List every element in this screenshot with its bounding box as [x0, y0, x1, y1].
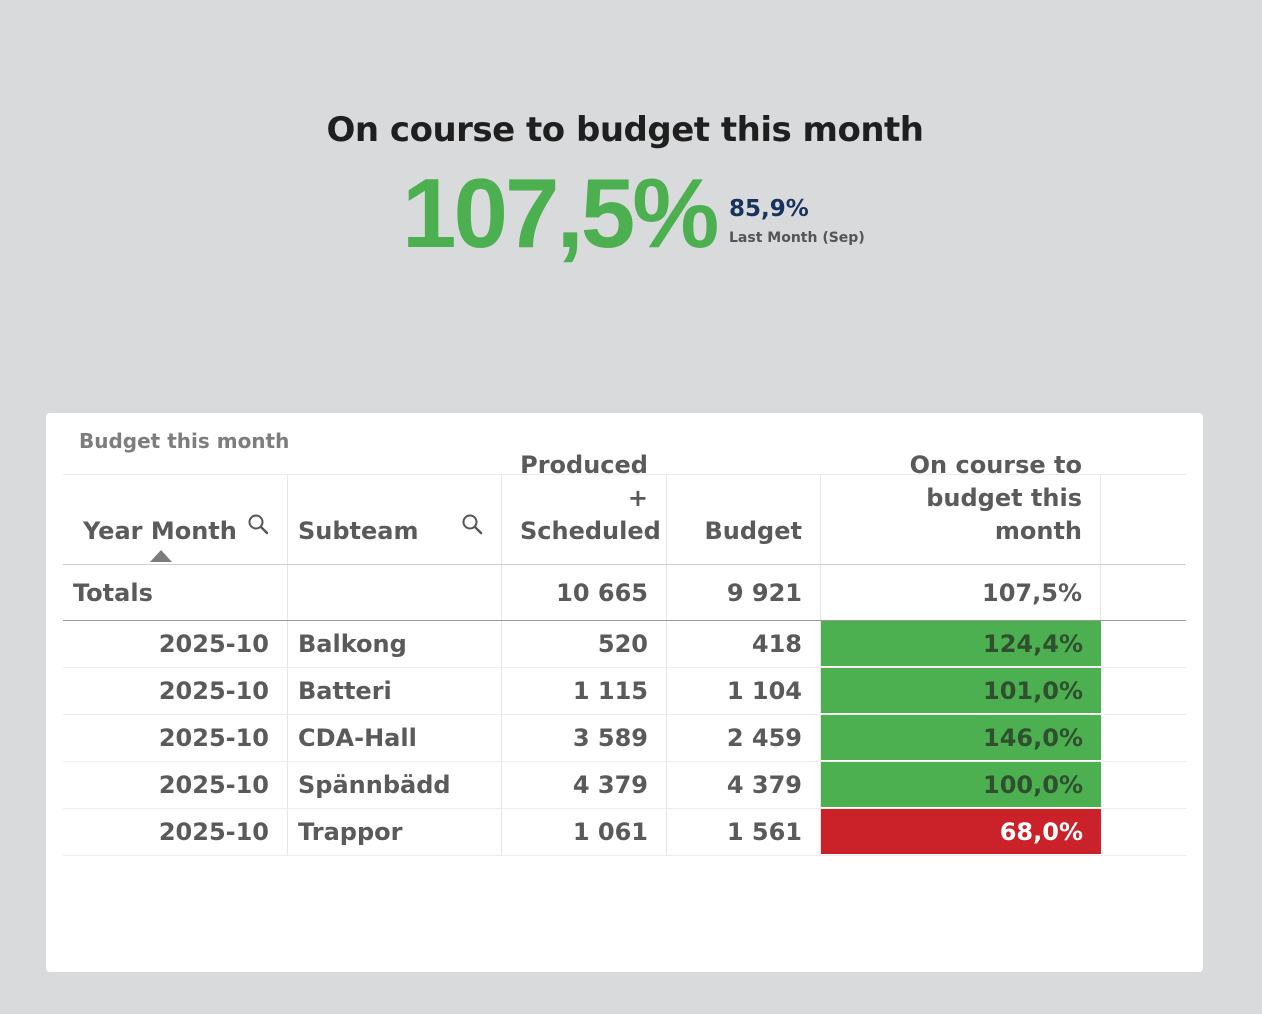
on-course-cell: 100,0% [821, 762, 1101, 808]
search-icon[interactable] [461, 513, 483, 535]
subteam-cell: Spännbädd [288, 762, 502, 808]
totals-row: Totals 10 665 9 921 107,5% [63, 565, 1186, 621]
kpi-previous-label: Last Month (Sep) [729, 230, 865, 246]
year-month-cell: 2025-10 [63, 809, 288, 855]
search-icon[interactable] [247, 513, 269, 535]
column-header-produced[interactable]: Produced + Scheduled [502, 451, 667, 564]
column-header-label: Year Month [83, 517, 237, 545]
budget-table: Year Month Subteam Produced + Scheduled … [63, 451, 1186, 856]
on-course-cell: 124,4% [821, 621, 1101, 667]
on-course-cell: 68,0% [821, 809, 1101, 855]
table-row[interactable]: 2025-10 CDA-Hall 3 589 2 459 146,0% [63, 715, 1186, 762]
budget-cell: 1 561 [667, 809, 821, 855]
kpi-previous-value: 85,9% [729, 196, 809, 222]
column-header-label: On course to budget this month [909, 451, 1082, 545]
column-header-label: Produced + Scheduled [520, 451, 661, 545]
column-header-empty [1101, 475, 1186, 564]
produced-cell: 4 379 [502, 762, 667, 808]
sort-ascending-icon[interactable] [150, 550, 172, 562]
subteam-cell: Trappor [288, 809, 502, 855]
column-header-label: Subteam [298, 517, 419, 545]
totals-subteam [288, 565, 502, 620]
on-course-cell: 101,0% [821, 668, 1101, 714]
budget-cell: 1 104 [667, 668, 821, 714]
year-month-cell: 2025-10 [63, 668, 288, 714]
totals-empty [1101, 565, 1186, 620]
column-header-year-month[interactable]: Year Month [63, 475, 288, 564]
on-course-cell: 146,0% [821, 715, 1101, 761]
table-row[interactable]: 2025-10 Spännbädd 4 379 4 379 100,0% [63, 762, 1186, 809]
budget-cell: 2 459 [667, 715, 821, 761]
totals-on-course: 107,5% [821, 565, 1101, 620]
column-header-budget[interactable]: Budget [667, 475, 821, 564]
year-month-cell: 2025-10 [63, 715, 288, 761]
year-month-cell: 2025-10 [63, 621, 288, 667]
empty-cell [1101, 809, 1186, 855]
table-title: Budget this month [79, 429, 290, 453]
empty-cell [1101, 762, 1186, 808]
table-row[interactable]: 2025-10 Batteri 1 115 1 104 101,0% [63, 668, 1186, 715]
produced-cell: 1 061 [502, 809, 667, 855]
table-header-row: Year Month Subteam Produced + Scheduled … [63, 451, 1186, 565]
budget-cell: 418 [667, 621, 821, 667]
column-header-on-course[interactable]: On course to budget this month [821, 451, 1101, 564]
empty-cell [1101, 715, 1186, 761]
empty-cell [1101, 668, 1186, 714]
totals-produced: 10 665 [502, 565, 667, 620]
totals-budget: 9 921 [667, 565, 821, 620]
budget-cell: 4 379 [667, 762, 821, 808]
budget-table-card: Budget this month Year Month Subteam Pro… [46, 413, 1203, 972]
totals-label: Totals [63, 565, 288, 620]
year-month-cell: 2025-10 [63, 762, 288, 808]
column-header-subteam[interactable]: Subteam [288, 475, 502, 564]
table-row[interactable]: 2025-10 Trappor 1 061 1 561 68,0% [63, 809, 1186, 856]
table-row[interactable]: 2025-10 Balkong 520 418 124,4% [63, 621, 1186, 668]
column-header-label: Budget [704, 517, 803, 545]
kpi-title: On course to budget this month [326, 110, 924, 150]
produced-cell: 1 115 [502, 668, 667, 714]
empty-cell [1101, 621, 1186, 667]
produced-cell: 520 [502, 621, 667, 667]
subteam-cell: Batteri [288, 668, 502, 714]
kpi-value: 107,5% [402, 158, 719, 268]
subteam-cell: CDA-Hall [288, 715, 502, 761]
produced-cell: 3 589 [502, 715, 667, 761]
subteam-cell: Balkong [288, 621, 502, 667]
